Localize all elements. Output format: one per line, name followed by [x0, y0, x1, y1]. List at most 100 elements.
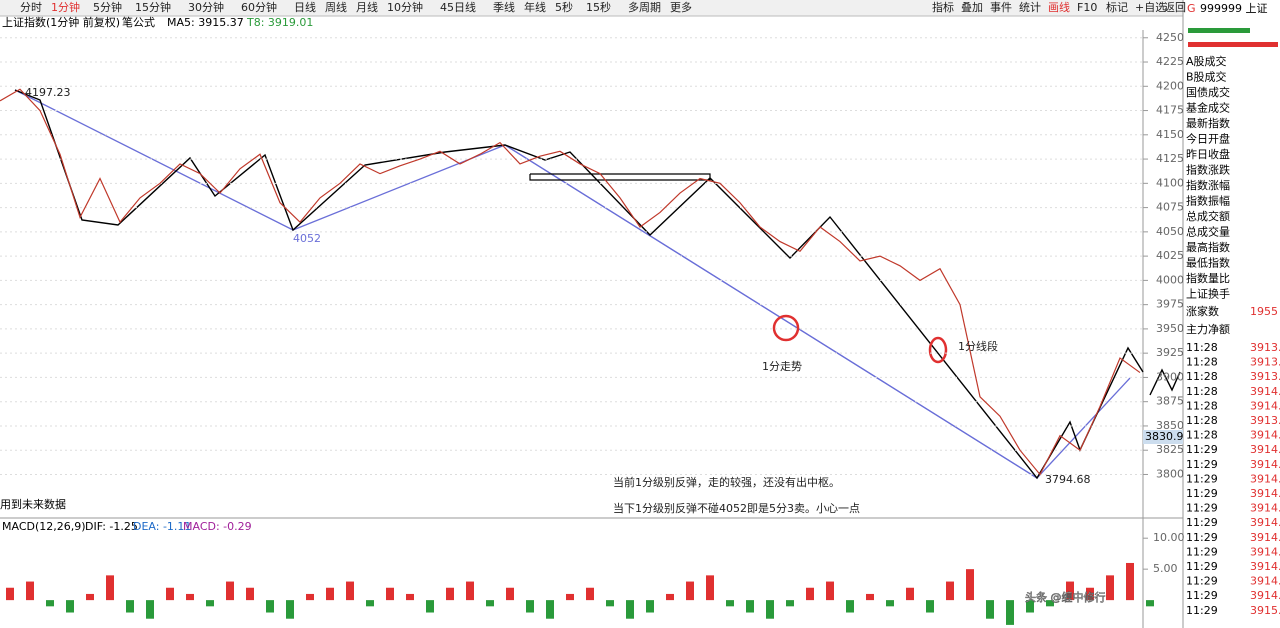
macd-value: MACD: -0.29 [183, 520, 252, 533]
tool-button[interactable]: 画线 [1048, 0, 1070, 14]
tick-time: 11:29 [1186, 531, 1218, 544]
macd-bar [866, 593, 874, 601]
sidebar-value: 1955 [1250, 305, 1278, 318]
period-tab[interactable]: 更多 [670, 0, 692, 14]
period-tab[interactable]: 多周期 [628, 0, 661, 14]
tool-button[interactable]: F10 [1077, 1, 1097, 14]
macd-bar [166, 587, 174, 601]
macd-bar [926, 600, 934, 613]
period-tab[interactable]: 1分钟 [51, 0, 80, 14]
period-tab[interactable]: 周线 [325, 0, 347, 14]
tick-time: 11:29 [1186, 516, 1218, 529]
tick-price: 3913. [1250, 370, 1280, 383]
macd-bar [606, 600, 614, 607]
sidebar-bar [1188, 28, 1250, 33]
macd-bar [566, 593, 574, 601]
tool-button[interactable]: 指标 [932, 0, 954, 14]
tick-price: 3914. [1250, 589, 1280, 602]
tick-time: 11:28 [1186, 429, 1218, 442]
period-tab[interactable]: 15秒 [586, 0, 611, 14]
sidebar-label: 总成交额 [1186, 209, 1230, 223]
sidebar-label: 基金成交 [1186, 101, 1230, 115]
y-tick-label: 4225 [1156, 55, 1184, 68]
period-tab[interactable]: 60分钟 [241, 0, 277, 14]
y-tick-label: 4100 [1156, 176, 1184, 189]
annotation: 1分线段 [958, 339, 998, 353]
tick-time: 11:29 [1186, 560, 1218, 573]
period-tab[interactable]: 30分钟 [188, 0, 224, 14]
period-tab[interactable]: 分时 [20, 1, 42, 14]
highlight-circle [772, 314, 800, 342]
tick-price: 3914. [1250, 575, 1280, 588]
macd-bar [386, 587, 394, 601]
period-tab[interactable]: 15分钟 [135, 0, 171, 14]
period-tab[interactable]: 年线 [524, 0, 546, 14]
tick-price: 3914. [1250, 385, 1280, 398]
annotation: 4052 [293, 232, 321, 245]
period-tab[interactable]: 10分钟 [387, 0, 423, 14]
tool-button[interactable]: 事件 [990, 1, 1012, 14]
annotation: 3794.68 [1045, 473, 1091, 486]
tick-time: 11:29 [1186, 502, 1218, 515]
period-tab[interactable]: 月线 [356, 0, 378, 14]
period-tab[interactable]: 季线 [493, 0, 515, 14]
tick-price: 3914. [1250, 560, 1280, 573]
period-tab[interactable]: 日线 [294, 0, 316, 14]
y-tick-label: 4025 [1156, 249, 1184, 262]
macd-bar [726, 600, 734, 607]
y-tick-label: 4000 [1156, 273, 1184, 286]
macd-bar [1046, 600, 1054, 607]
macd-bar [406, 593, 414, 601]
sidebar-label: B股成交 [1186, 70, 1227, 84]
tool-button[interactable]: 标记 [1106, 0, 1128, 14]
macd-bar [346, 581, 354, 601]
macd-bar [1066, 581, 1074, 601]
macd-bar [586, 587, 594, 601]
sidebar-label: 最新指数 [1186, 116, 1230, 130]
trend-line [504, 144, 1038, 479]
sidebar-label: 最低指数 [1186, 256, 1230, 270]
macd-bar [246, 587, 254, 601]
footnote: 用到未来数据 [0, 497, 66, 511]
tool-button[interactable]: 叠加 [961, 1, 983, 14]
sidebar-flag: G [1187, 2, 1196, 15]
sidebar-label: 今日开盘 [1186, 132, 1230, 146]
y-tick-label: 4050 [1156, 225, 1184, 238]
chart-header: 上证指数(1分钟 前复权) [2, 15, 120, 29]
macd-bar [1106, 575, 1114, 601]
tool-button[interactable]: 返回 [1164, 1, 1186, 14]
macd-bar [186, 593, 194, 601]
macd-bar [26, 581, 34, 601]
sidebar-label: 昨日收盘 [1186, 147, 1230, 161]
macd-bar [106, 575, 114, 601]
y-tick-label: 3900 [1156, 370, 1184, 383]
macd-bar [886, 600, 894, 607]
sidebar-label: 最高指数 [1186, 240, 1230, 254]
pivot-box [529, 173, 711, 181]
tick-time: 11:28 [1186, 370, 1218, 383]
macd-bar [466, 581, 474, 601]
annotation: 当下1分级别反弹不碰4052即是5分3卖。小心一点 [613, 501, 860, 515]
tick-price: 3914. [1250, 516, 1280, 529]
tool-button[interactable]: 统计 [1019, 1, 1041, 14]
tick-price: 3914. [1250, 458, 1280, 471]
macd-bar [626, 600, 634, 619]
period-tab[interactable]: 5秒 [555, 0, 573, 14]
tick-price: 3913. [1250, 356, 1280, 369]
macd-bar [1126, 562, 1134, 601]
tick-time: 11:29 [1186, 575, 1218, 588]
tool-button[interactable]: +自选 [1135, 1, 1166, 14]
tick-price: 3914. [1250, 531, 1280, 544]
tick-time: 11:29 [1186, 443, 1218, 456]
period-tab[interactable]: 5分钟 [93, 0, 122, 14]
macd-bar [986, 600, 994, 619]
period-tab[interactable]: 45日线 [440, 0, 476, 14]
tick-price: 3914. [1250, 502, 1280, 515]
y-tick-label: 10.00 [1153, 531, 1185, 544]
annotation: 4197.23 [25, 86, 71, 99]
macd-bar [946, 581, 954, 601]
y-tick-label: 3875 [1156, 395, 1184, 408]
price-box [1143, 430, 1183, 444]
macd-bar [966, 569, 974, 601]
